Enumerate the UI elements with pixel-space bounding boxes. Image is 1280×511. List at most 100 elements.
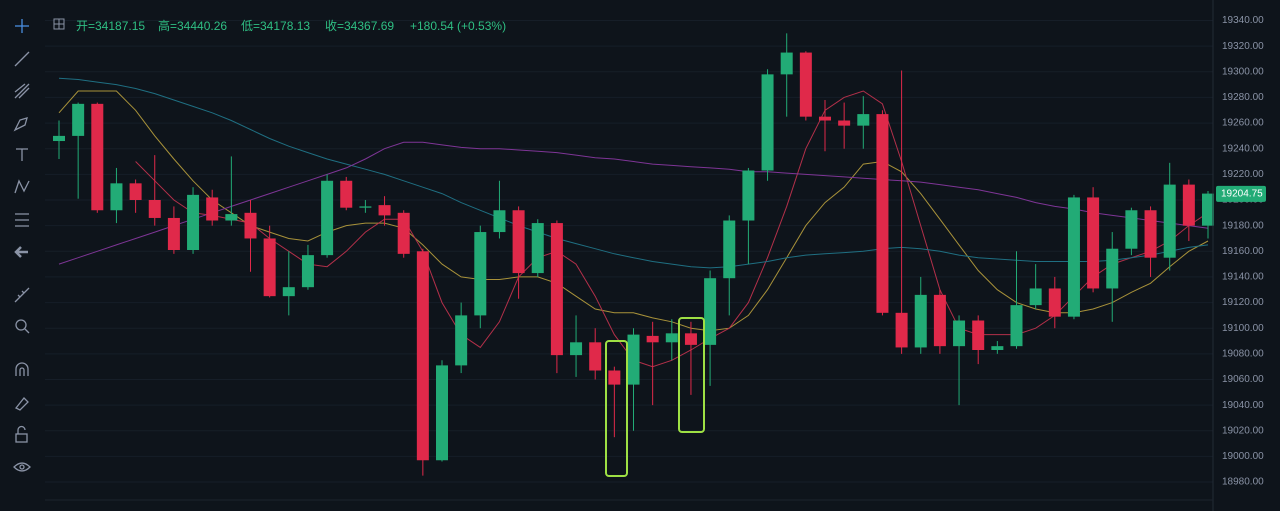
toolbar — [13, 19, 31, 472]
candle-body — [436, 365, 448, 461]
candle-body — [704, 278, 717, 345]
text-tool[interactable] — [16, 148, 28, 161]
ruler-tool[interactable] — [14, 287, 30, 303]
candle-body — [378, 205, 391, 216]
magnet-tool[interactable] — [15, 362, 29, 376]
candle-body — [72, 103, 85, 136]
line-tool[interactable] — [14, 51, 30, 67]
y-tick-label: 19240.00 — [1222, 143, 1264, 154]
candle-body — [1087, 197, 1100, 289]
candle-body — [665, 333, 678, 343]
y-tick-label: 19060.00 — [1222, 374, 1264, 385]
back-tool[interactable] — [14, 246, 28, 258]
open-value: 开=34187.15 — [76, 19, 145, 33]
y-tick-label: 19160.00 — [1222, 246, 1264, 257]
candle-body — [876, 114, 889, 313]
candle-body — [206, 197, 219, 221]
candle-body — [761, 74, 774, 171]
candle-body — [991, 346, 1004, 350]
candle-body — [684, 333, 697, 345]
candle-body — [282, 287, 295, 297]
candle-body — [1010, 305, 1023, 347]
candle-body — [646, 335, 659, 343]
candle-body — [1144, 210, 1157, 258]
brush-tool[interactable] — [13, 117, 28, 132]
candle-body — [1163, 184, 1176, 258]
y-tick-label: 19260.00 — [1222, 118, 1264, 129]
price-axis: 18980.00 19000.00 19020.00 19040.00 19060.00… — [1222, 15, 1264, 488]
candle-body — [972, 320, 985, 350]
low-value: 低=34178.13 — [241, 19, 310, 33]
candle-body — [953, 320, 966, 347]
change-value: +180.54 (+0.53%) — [410, 19, 506, 33]
candle-body — [1125, 210, 1138, 249]
candle-body — [570, 342, 583, 356]
candle-body — [895, 312, 908, 348]
candle-body — [1067, 197, 1080, 317]
y-tick-label: 19040.00 — [1222, 400, 1264, 411]
candle-body — [1182, 184, 1195, 226]
candle-body — [167, 217, 180, 250]
candle-body — [263, 238, 276, 297]
candle-body — [301, 255, 314, 288]
candle-body — [225, 214, 238, 221]
candle-body — [1202, 193, 1214, 226]
candle-body — [1029, 288, 1042, 306]
grid — [45, 20, 1213, 483]
candle-body — [723, 220, 736, 279]
y-tick-label: 19340.00 — [1222, 15, 1264, 26]
y-tick-label: 19220.00 — [1222, 169, 1264, 180]
highlight-box — [678, 317, 705, 433]
ohlc-header: 开=34187.15 高=34440.26 低=34178.13 收=34367… — [53, 18, 506, 33]
lock-tool[interactable] — [15, 425, 28, 443]
last-price: 19204.75 — [1216, 185, 1266, 202]
candle-body — [589, 342, 602, 371]
y-tick-label: 19080.00 — [1222, 348, 1264, 359]
fib-tool[interactable] — [14, 83, 30, 99]
candle-body — [838, 120, 851, 126]
close-value: 收=34367.69 — [325, 19, 394, 33]
candle-body — [110, 183, 123, 211]
candle-body — [857, 114, 870, 126]
candle-body — [474, 232, 487, 316]
candle-body — [340, 180, 353, 208]
ma-line — [135, 90, 1209, 368]
candle-body — [493, 210, 506, 233]
lock-draw-tool[interactable] — [14, 397, 29, 411]
candle-body — [799, 52, 812, 117]
visibility-tool[interactable] — [13, 462, 31, 472]
candle-body — [531, 223, 544, 274]
candle-body — [627, 334, 640, 385]
candle-body — [550, 223, 563, 356]
crosshair-tool[interactable] — [15, 19, 29, 33]
candle-body — [742, 170, 755, 221]
y-tick-label: 19100.00 — [1222, 323, 1264, 334]
y-tick-label: 19320.00 — [1222, 41, 1264, 52]
candles — [53, 33, 1214, 476]
y-tick-label: 19140.00 — [1222, 272, 1264, 283]
high-value: 高=34440.26 — [158, 18, 227, 33]
candle-body — [512, 210, 525, 274]
pattern-tool[interactable] — [14, 179, 30, 194]
last-price-box — [1216, 185, 1266, 202]
candle-body — [1048, 288, 1061, 317]
candle-body — [933, 294, 946, 347]
y-tick-label: 18980.00 — [1222, 477, 1264, 488]
y-tick-label: 19280.00 — [1222, 92, 1264, 103]
candle-body — [148, 200, 161, 218]
candle-body — [187, 194, 200, 250]
candle-body — [397, 212, 410, 254]
zoom-tool[interactable] — [15, 319, 30, 334]
candle-body — [608, 370, 621, 385]
candle-body — [780, 52, 793, 75]
candle-body — [819, 116, 831, 121]
y-tick-label: 19300.00 — [1222, 66, 1264, 77]
candle-body — [455, 315, 468, 366]
candle-body — [91, 103, 104, 211]
measure-tool[interactable] — [15, 213, 29, 227]
candle-body — [53, 135, 65, 142]
y-tick-label: 19180.00 — [1222, 220, 1264, 231]
candle-body — [244, 212, 257, 239]
